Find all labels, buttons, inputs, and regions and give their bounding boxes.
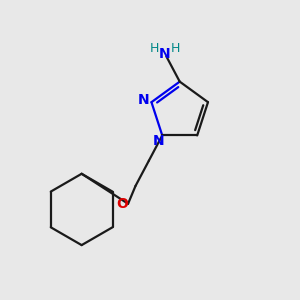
- Text: N: N: [153, 134, 164, 148]
- Text: N: N: [159, 47, 171, 61]
- Text: O: O: [116, 197, 128, 211]
- Text: H: H: [171, 42, 181, 56]
- Text: N: N: [138, 93, 150, 107]
- Text: H: H: [150, 42, 159, 56]
